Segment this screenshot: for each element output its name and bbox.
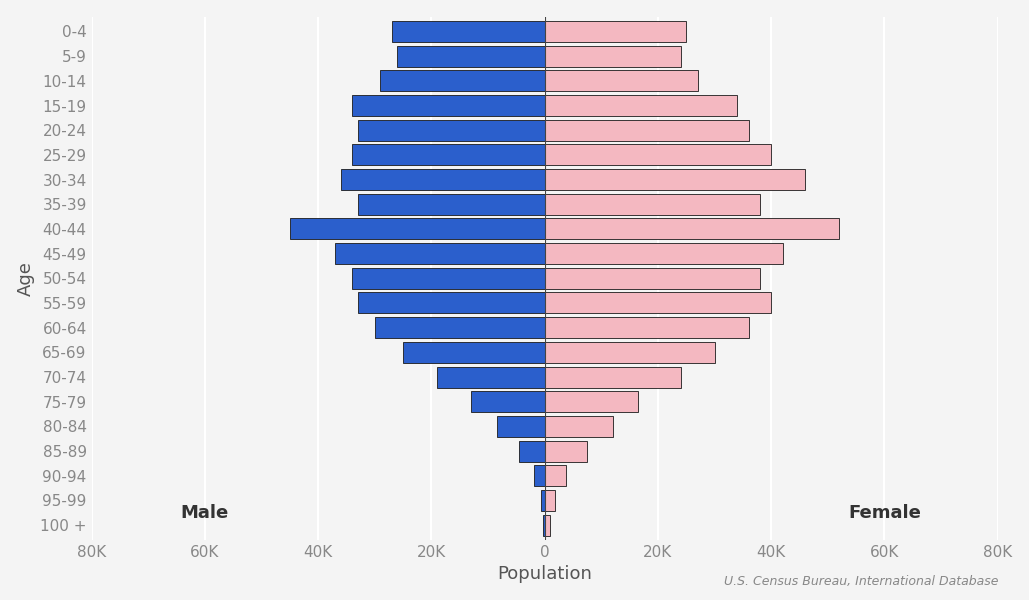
Bar (352, 145, 544, 166)
Bar (544, 95, 737, 116)
Text: Female: Female (848, 504, 921, 522)
Bar (544, 515, 549, 536)
Bar (403, 342, 544, 363)
Bar (520, 440, 544, 461)
Bar (544, 218, 839, 239)
Bar (544, 317, 748, 338)
Bar (497, 416, 544, 437)
Bar (437, 367, 544, 388)
Bar (381, 70, 544, 91)
Bar (290, 218, 544, 239)
Bar (544, 120, 748, 140)
Bar (544, 145, 771, 166)
Bar (534, 465, 544, 486)
Bar (397, 46, 544, 67)
Bar (341, 169, 544, 190)
Bar (544, 440, 588, 461)
Bar (352, 95, 544, 116)
Bar (544, 342, 714, 363)
Y-axis label: Age: Age (16, 261, 35, 296)
Bar (352, 268, 544, 289)
Bar (544, 391, 638, 412)
Bar (544, 416, 612, 437)
Bar (358, 292, 544, 313)
Bar (335, 243, 544, 264)
Bar (471, 391, 544, 412)
Bar (544, 465, 566, 486)
Bar (544, 70, 698, 91)
Text: Male: Male (181, 504, 229, 522)
Bar (392, 21, 544, 42)
Bar (375, 317, 544, 338)
Bar (544, 21, 686, 42)
Bar (544, 490, 555, 511)
Bar (540, 490, 544, 511)
Bar (544, 169, 805, 190)
Bar (358, 194, 544, 215)
Bar (544, 268, 759, 289)
Text: U.S. Census Bureau, International Database: U.S. Census Bureau, International Databa… (723, 575, 998, 588)
Bar (358, 120, 544, 140)
Bar (544, 194, 759, 215)
Bar (544, 46, 680, 67)
Bar (544, 243, 782, 264)
X-axis label: Population: Population (497, 565, 592, 583)
Bar (543, 515, 544, 536)
Bar (544, 292, 771, 313)
Bar (544, 367, 680, 388)
